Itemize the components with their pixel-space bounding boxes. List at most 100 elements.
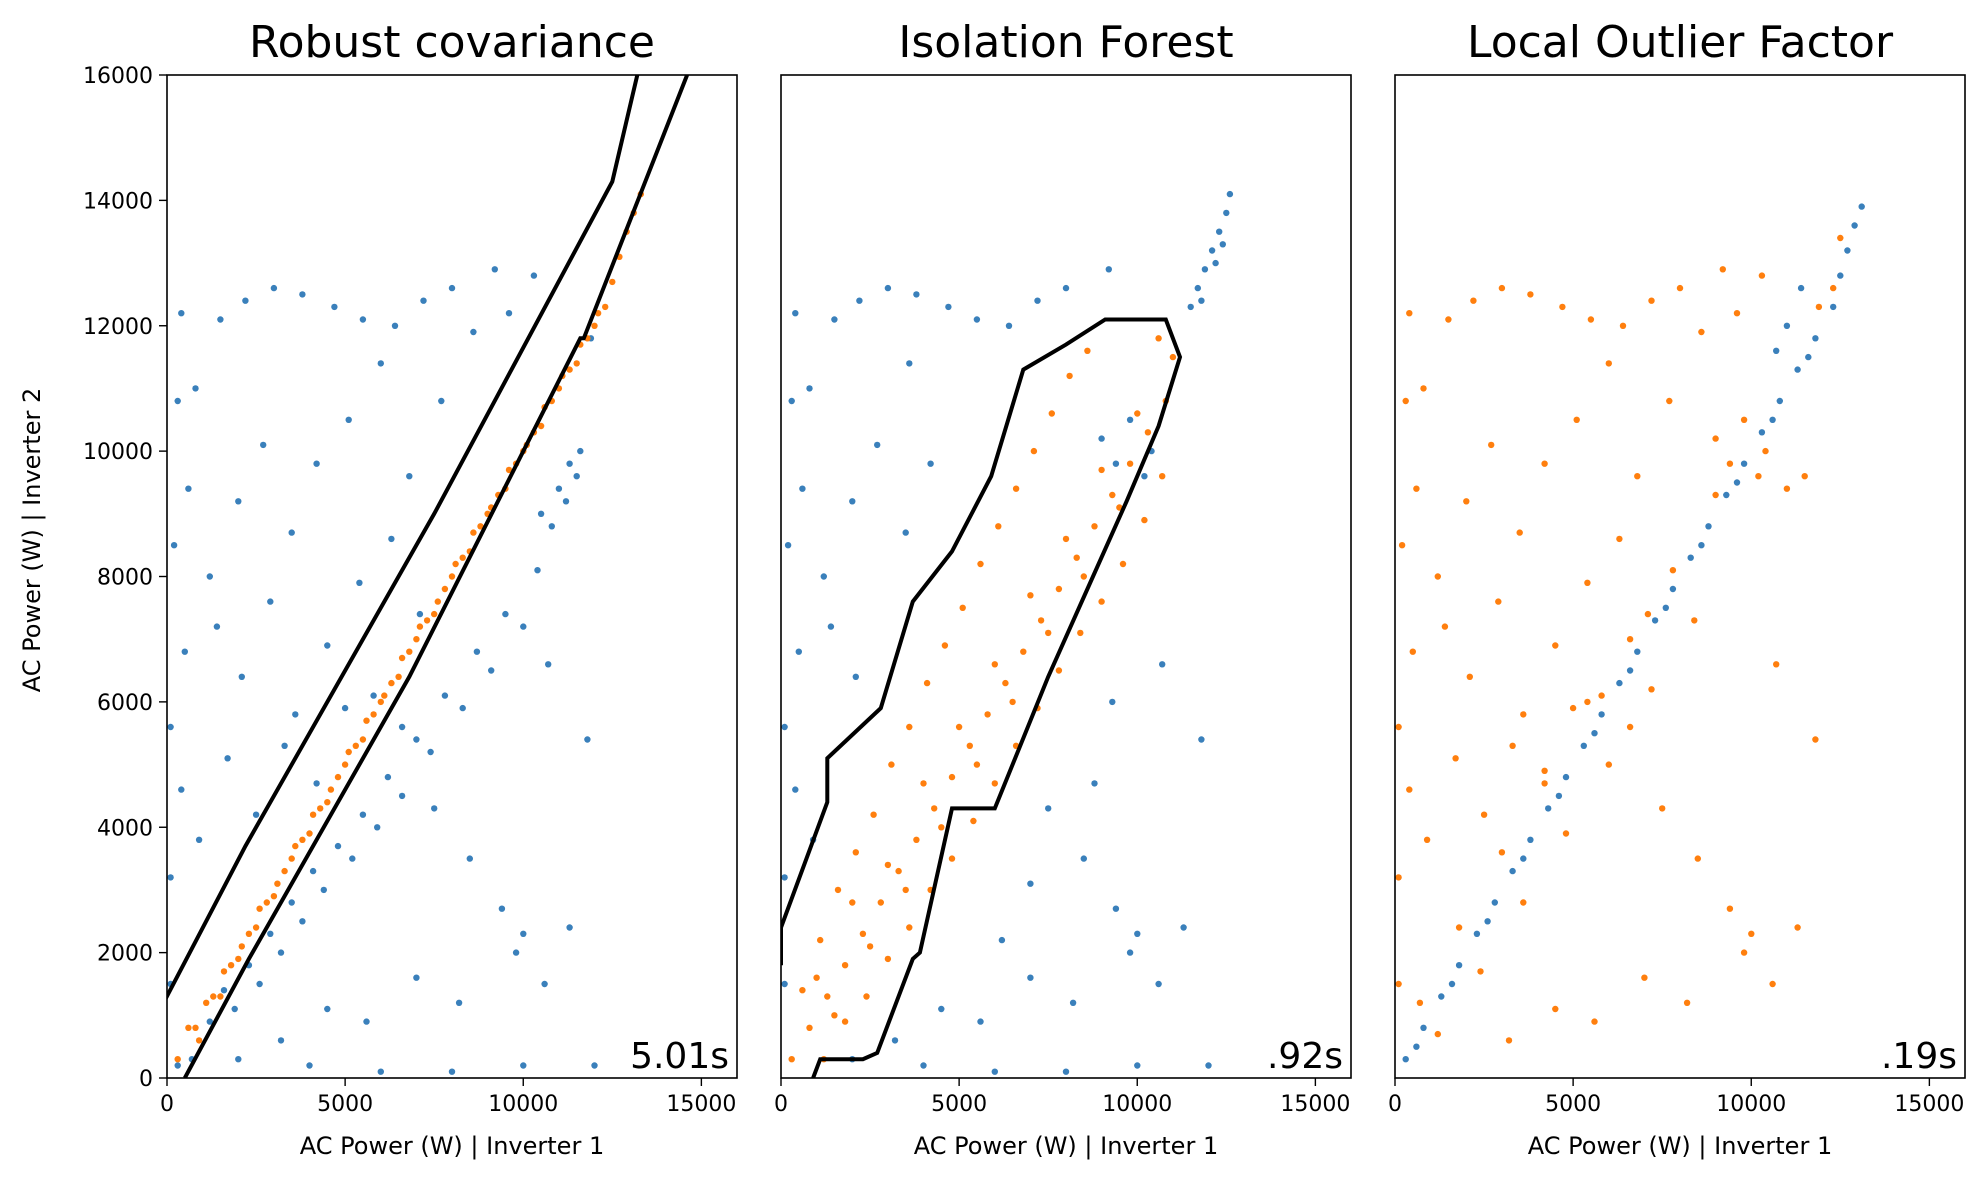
inlier-point (423, 617, 431, 624)
inlier-point (1134, 410, 1141, 417)
timing-label: .92s (1267, 1036, 1343, 1077)
y-axis-label: AC Power (W) | Inverter 2 (18, 388, 46, 692)
inlier-point (1669, 567, 1677, 574)
inlier-point (1159, 473, 1166, 480)
outlier-point (781, 980, 788, 988)
outlier-point (377, 360, 384, 367)
outlier-point (235, 1056, 242, 1063)
outlier-point (281, 742, 288, 749)
outlier-point (170, 542, 178, 549)
inlier-point (1733, 310, 1741, 317)
inlier-point (1141, 516, 1148, 524)
inlier-point (1416, 999, 1424, 1006)
scatter-points (1395, 203, 1865, 1063)
outlier-point (320, 886, 327, 894)
inlier-point (1559, 303, 1566, 311)
outlier-point (1212, 259, 1219, 267)
inlier-point (959, 604, 966, 611)
inlier-point (591, 322, 598, 329)
outlier-point (1591, 730, 1598, 737)
x-axis-label: AC Power (W) | Inverter 1 (914, 1132, 1218, 1160)
outlier-point (502, 610, 509, 618)
inlier-point (398, 654, 406, 662)
inlier-point (1434, 573, 1442, 580)
inlier-point (806, 1024, 813, 1032)
inlier-point (1080, 573, 1088, 580)
outlier-point (884, 284, 892, 292)
inlier-point (292, 842, 299, 850)
inlier-point (434, 598, 441, 605)
inlier-point (594, 310, 602, 317)
inlier-point (334, 773, 342, 781)
outlier-point (1797, 284, 1805, 292)
inlier-point (1552, 642, 1559, 649)
outlier-point (181, 648, 188, 655)
inlier-point (931, 805, 938, 812)
x-tick-label: 10000 (1716, 1092, 1786, 1117)
y-tick-label: 8000 (97, 566, 153, 591)
inlier-point (923, 679, 931, 687)
outlier-point (806, 385, 813, 392)
inlier-point (1726, 905, 1734, 912)
inlier-point (973, 761, 981, 768)
outlier-point (1705, 523, 1712, 530)
outlier-point (1141, 473, 1148, 480)
inlier-point (1098, 598, 1105, 605)
outlier-point (1187, 303, 1194, 311)
inlier-point (1395, 723, 1402, 731)
inlier-point (1527, 291, 1534, 298)
inlier-point (841, 962, 849, 969)
outlier-point (591, 1062, 598, 1069)
outlier-point (235, 498, 242, 505)
outlier-point (1205, 1062, 1212, 1069)
scatter-points (167, 190, 644, 1075)
inlier-point (1002, 679, 1009, 687)
outlier-point (288, 899, 295, 906)
outlier-point (1837, 272, 1844, 279)
outlier-point (406, 473, 413, 480)
outlier-point (1027, 880, 1034, 887)
panel-1: Robust covariance 0 5000 10000 15000 0 2000 400… (83, 17, 738, 1160)
inlier-point (1027, 592, 1034, 599)
inlier-point (1719, 266, 1727, 273)
inlier-point (1066, 372, 1073, 380)
inlier-point (824, 993, 831, 1000)
outlier-point (498, 905, 506, 912)
inlier-point (327, 786, 335, 793)
inlier-point (566, 366, 573, 373)
outlier-point (1769, 416, 1776, 423)
outlier-point (945, 303, 952, 311)
inlier-point (1098, 466, 1105, 474)
inlier-point (1126, 460, 1134, 467)
outlier-point (242, 297, 249, 304)
inlier-point (991, 780, 998, 787)
outlier-point (391, 322, 399, 329)
outlier-point (459, 704, 466, 712)
inlier-point (370, 711, 377, 718)
outlier-point (566, 460, 573, 467)
outlier-point (1794, 366, 1801, 373)
y-tick-label: 4000 (97, 816, 153, 841)
inlier-point (1740, 949, 1748, 956)
outlier-point (1126, 416, 1134, 423)
outlier-point (1112, 905, 1120, 912)
inlier-point (1755, 473, 1762, 480)
inlier-point (991, 661, 998, 668)
outlier-point (1562, 773, 1570, 781)
inlier-point (906, 924, 913, 931)
outlier-point (1776, 397, 1784, 405)
inlier-point (1073, 554, 1080, 561)
scatter-points (781, 190, 1234, 1075)
outlier-point (792, 786, 799, 793)
outlier-point (363, 1018, 370, 1025)
outlier-point (792, 310, 799, 317)
outlier-point (1062, 1068, 1070, 1075)
inlier-point (448, 573, 456, 580)
outlier-point (977, 1018, 984, 1025)
inlier-point (363, 717, 370, 724)
outlier-point (573, 473, 580, 480)
outlier-point (1598, 711, 1605, 718)
inlier-point (870, 811, 877, 818)
outlier-point (1198, 297, 1205, 304)
outlier-point (537, 510, 545, 517)
